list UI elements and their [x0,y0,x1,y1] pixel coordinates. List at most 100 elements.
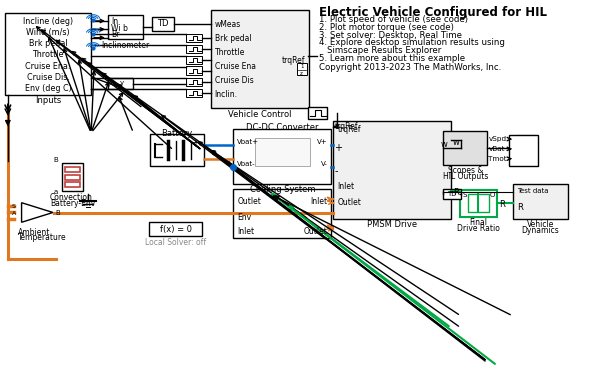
Text: wMeas: wMeas [215,20,241,29]
Text: Simscape Results Explorer: Simscape Results Explorer [327,46,441,55]
Text: a: a [110,80,114,86]
Text: Cruise Dis.: Cruise Dis. [27,73,69,82]
Text: trqRef: trqRef [335,121,358,130]
Polygon shape [22,203,53,222]
Text: Throttle: Throttle [215,48,245,57]
Text: Final: Final [469,218,487,227]
Bar [186,77,202,86]
Bar [515,155,536,163]
Bar [443,131,487,165]
Text: A: A [11,211,16,216]
Text: B: B [53,157,58,163]
Text: Temperature: Temperature [18,233,66,243]
Text: Local Solver: off: Local Solver: off [145,238,206,247]
Text: Inputs: Inputs [35,97,61,105]
Text: V-: V- [321,161,327,167]
Text: In: In [111,17,118,26]
Text: Incline (deg): Incline (deg) [23,17,73,26]
Text: Env (deg C): Env (deg C) [25,84,71,93]
Text: 1. Plot speed of vehicle (see code): 1. Plot speed of vehicle (see code) [319,15,467,24]
Text: Tmot: Tmot [488,156,507,162]
Text: trqRef: trqRef [281,56,305,65]
Bar [152,17,173,31]
Text: O: O [489,192,495,198]
Text: a: a [54,190,58,196]
Bar [186,89,202,97]
Text: Test data: Test data [517,188,548,194]
Bar [515,145,536,153]
Text: f(x) = 0: f(x) = 0 [159,225,191,234]
Text: 4. Explore desktop simulation results using: 4. Explore desktop simulation results us… [319,38,504,47]
Bar [65,182,80,187]
Text: Copyright 2013-2023 The MathWorks, Inc.: Copyright 2013-2023 The MathWorks, Inc. [319,63,501,72]
Text: Wind (m/s): Wind (m/s) [26,28,70,37]
Text: R: R [453,188,459,197]
Text: Cooling System: Cooling System [249,185,315,194]
Text: Throttle: Throttle [32,50,64,59]
Bar [255,138,310,166]
Bar [297,63,307,76]
Text: vBat: vBat [488,146,505,152]
Text: Br: Br [111,30,119,39]
Text: Outlet: Outlet [237,197,261,206]
Text: Ambient: Ambient [18,228,50,237]
Bar [509,135,538,166]
Text: Vbat-: Vbat- [237,161,256,167]
Text: R: R [517,203,522,212]
Text: DC-DC Converter: DC-DC Converter [246,123,319,132]
Text: Outlet: Outlet [304,227,327,236]
Bar [460,190,497,217]
Text: Inlet: Inlet [237,227,254,236]
Text: PMSM Drive: PMSM Drive [367,220,417,229]
Bar [515,135,536,143]
Text: R: R [499,200,505,209]
Bar [65,175,80,180]
Text: Wi b: Wi b [111,24,127,33]
Text: Inclin.: Inclin. [215,90,238,99]
Bar [333,121,451,219]
Text: Cruise Ena: Cruise Ena [215,62,255,71]
Bar [186,67,202,75]
Text: Battery: Battery [161,129,193,138]
Text: TD: TD [448,191,457,197]
Text: V+: V+ [317,139,327,145]
Text: trqRef: trqRef [337,125,361,134]
Text: +: + [335,143,342,153]
Text: Cruise Ena.: Cruise Ena. [25,62,71,71]
Bar [211,11,309,108]
Text: w: w [440,141,447,150]
Text: Brk pedal: Brk pedal [29,39,68,48]
Bar [308,107,327,119]
Text: -: - [335,166,338,176]
Text: y: y [120,80,124,86]
Text: z: z [300,71,303,76]
Bar [108,15,143,39]
Text: S: S [463,192,467,198]
Bar [467,194,489,212]
Bar [513,184,568,219]
Text: Battery-Env: Battery-Env [50,199,95,208]
Bar [5,12,91,95]
Text: S: S [11,204,16,209]
Text: Electric Vehicle Configured for HIL: Electric Vehicle Configured for HIL [319,6,547,18]
Text: Vehicle Control: Vehicle Control [228,110,292,119]
Text: Brk pedal: Brk pedal [215,34,251,43]
Text: 3. Set solver: Desktop, Real Time: 3. Set solver: Desktop, Real Time [319,31,461,40]
Text: Inlet: Inlet [337,182,355,191]
Text: Convection: Convection [50,193,93,202]
Text: Drive Ratio: Drive Ratio [457,224,500,233]
Bar [233,129,332,184]
Bar [62,163,83,191]
Text: Env: Env [237,213,251,222]
Bar [443,189,461,199]
Bar [186,45,202,53]
Text: B: B [55,210,60,216]
Bar [233,189,332,238]
Text: Cruise Dis: Cruise Dis [215,76,254,85]
Text: TD: TD [157,19,169,28]
Text: Scopes &: Scopes & [448,166,483,175]
Text: Inclinometer: Inclinometer [101,41,150,50]
Bar [65,167,80,172]
Text: w: w [453,138,460,147]
Text: 5. Learn more about this example: 5. Learn more about this example [319,54,465,63]
